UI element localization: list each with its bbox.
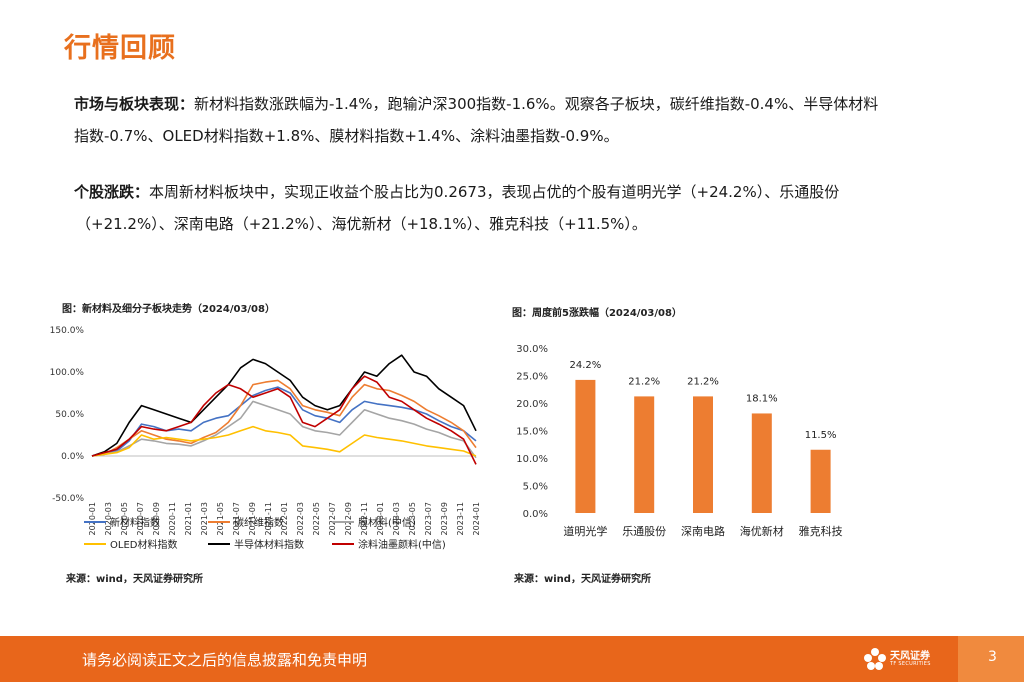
y-tick-label: 0.0% <box>523 509 548 520</box>
bar-chart-caption: 图：周度前5涨跌幅（2024/03/08） <box>512 308 682 319</box>
category-label: 深南电路 <box>681 525 725 538</box>
series-line <box>91 386 477 457</box>
x-tick-label: 2024-01 <box>472 502 481 535</box>
legend-label: 新材料指数 <box>110 516 160 529</box>
company-logo: 天风证券 TF SECURITIES <box>862 644 942 674</box>
legend-label: 碳纤维指数 <box>234 516 284 529</box>
bar <box>810 449 831 513</box>
x-tick-label: 2021-11 <box>264 502 273 535</box>
market-performance-paragraph: 市场与板块表现：新材料指数涨跌幅为-1.4%，跑输沪深300指数-1.6%。观察… <box>74 88 974 152</box>
x-tick-label: 2023-05 <box>408 502 417 535</box>
para2-text: 本周新材料板块中，实现正收益个股占比为0.2673，表现占优的个股有道明光学（+… <box>149 183 840 201</box>
y-tick-label: 50.0% <box>55 410 84 420</box>
series-line <box>91 375 477 465</box>
y-tick-label: 0.0% <box>61 452 84 462</box>
series-line <box>91 425 477 457</box>
bar-value-label: 21.2% <box>687 376 719 387</box>
x-tick-label: 2023-01 <box>376 502 385 535</box>
page-number: 3 <box>988 649 997 665</box>
bar <box>751 413 772 513</box>
para1-text: 新材料指数涨跌幅为-1.4%，跑输沪深300指数-1.6%。观察各子板块，碳纤维… <box>194 95 879 113</box>
y-tick-label: 15.0% <box>516 427 548 438</box>
line-chart-caption: 图：新材料及细分子板块走势（2024/03/08） <box>62 304 275 315</box>
x-tick-label: 2022-11 <box>360 502 369 535</box>
para2-lead: 个股涨跌： <box>74 183 150 201</box>
category-label: 道明光学 <box>563 524 607 538</box>
x-tick-label: 2021-05 <box>216 502 225 535</box>
y-tick-label: 150.0% <box>50 326 85 336</box>
legend-label: OLED材料指数 <box>110 538 177 551</box>
bar <box>693 396 713 513</box>
x-tick-label: 2020-11 <box>168 502 177 535</box>
x-tick-label: 2023-03 <box>392 502 401 535</box>
x-tick-label: 2020-05 <box>120 502 129 535</box>
para1-line2: 指数-0.7%、OLED材料指数+1.8%、膜材料指数+1.4%、涂料油墨指数-… <box>74 127 619 145</box>
flower-logo-icon <box>864 648 886 670</box>
x-tick-label: 2022-05 <box>312 502 321 535</box>
footer-accent <box>958 636 1024 682</box>
para1-line1: 市场与板块表现：新材料指数涨跌幅为-1.4%，跑输沪深300指数-1.6%。观察… <box>74 88 974 120</box>
x-tick-label: 2022-09 <box>344 502 353 535</box>
bar <box>575 379 596 513</box>
legend-label: 涂料油墨颜料(中信) <box>358 538 446 551</box>
x-tick-label: 2022-01 <box>280 502 289 535</box>
x-tick-label: 2020-09 <box>152 502 161 535</box>
stock-movement-paragraph: 个股涨跌：本周新材料板块中，实现正收益个股占比为0.2673，表现占优的个股有道… <box>74 176 974 240</box>
bar-value-label: 21.2% <box>628 376 660 387</box>
x-tick-label: 2023-07 <box>424 502 433 535</box>
series-line <box>91 379 477 457</box>
x-tick-label: 2020-07 <box>136 502 145 535</box>
y-tick-label: 20.0% <box>516 399 548 410</box>
bar-value-label: 18.1% <box>746 393 778 404</box>
x-tick-label: 2023-11 <box>456 502 465 535</box>
x-tick-label: 2021-01 <box>184 502 193 535</box>
line-chart: 150.0% 100.0% 50.0% 0.0% -50.0% 2020-01 2020-… <box>50 326 481 551</box>
legend-label: 半导体材料指数 <box>234 538 304 551</box>
x-tick-label: 2022-03 <box>296 502 305 535</box>
footer-disclaimer: 请务必阅读正文之后的信息披露和免责申明 <box>82 651 368 669</box>
para2-line1: 个股涨跌：本周新材料板块中，实现正收益个股占比为0.2673，表现占优的个股有道… <box>74 176 974 208</box>
y-tick-label: 30.0% <box>516 344 548 355</box>
series-line <box>91 354 477 457</box>
x-tick-label: 2021-09 <box>248 502 257 535</box>
x-tick-label: 2023-09 <box>440 502 449 535</box>
logo-text-cn: 天风证券 <box>890 651 930 662</box>
category-label: 海优新材 <box>740 524 784 538</box>
x-tick-label: 2020-03 <box>104 502 113 535</box>
category-label: 雅克科技 <box>799 524 843 538</box>
x-tick-label: 2021-07 <box>232 502 241 535</box>
x-tick-label: 2021-03 <box>200 502 209 535</box>
para2-line2: （+21.2%）、深南电路（+21.2%）、海优新材（+18.1%）、雅克科技（… <box>76 215 647 233</box>
bar-chart-source: 来源：wind，天风证券研究所 <box>514 574 651 585</box>
logo-text-en: TF SECURITIES <box>890 661 931 667</box>
bar-value-label: 24.2% <box>570 360 602 371</box>
series-line <box>91 400 477 459</box>
y-tick-label: -50.0% <box>52 494 84 504</box>
bar <box>634 396 655 513</box>
para1-lead: 市场与板块表现： <box>74 95 195 113</box>
y-tick-label: 100.0% <box>50 368 85 378</box>
bar-chart: 30.0% 25.0% 20.0% 15.0% 10.0% 5.0% 0.0% 24.2% 2… <box>516 344 843 538</box>
x-tick-label: 2022-07 <box>328 502 337 535</box>
line-chart-source: 来源：wind，天风证券研究所 <box>66 574 203 585</box>
slide-title: 行情回顾 <box>64 33 176 64</box>
x-tick-label: 2020-01 <box>88 502 97 535</box>
y-tick-label: 25.0% <box>516 372 548 383</box>
category-label: 乐通股份 <box>622 525 666 538</box>
y-tick-label: 5.0% <box>523 482 548 493</box>
footer-bar: 请务必阅读正文之后的信息披露和免责申明 天风证券 TF SECURITIES 3 <box>0 636 1024 682</box>
bar-value-label: 11.5% <box>805 430 837 441</box>
y-tick-label: 10.0% <box>516 454 548 465</box>
legend-label: 膜材料(中信) <box>358 516 416 529</box>
